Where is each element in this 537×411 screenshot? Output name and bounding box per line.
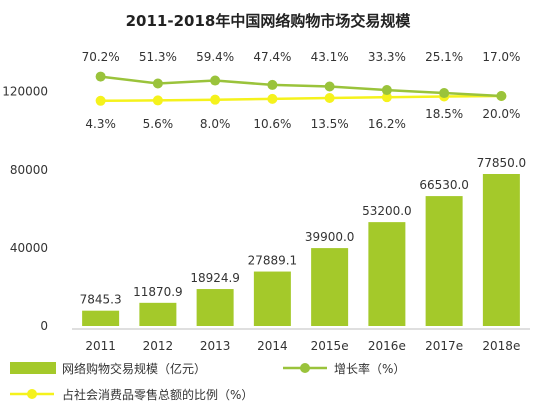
x-axis-ticks: 2011 2012 2013 2014 2015e 2016e 2017e 2018e: [85, 339, 520, 353]
bar-data-labels: 7845.3 11870.9 18924.9 27889.1 39900.0 53200.…: [80, 156, 527, 307]
bar-value-label: 27889.1: [248, 254, 298, 268]
growth-value-label: 25.1%: [425, 50, 463, 64]
bar: [139, 302, 177, 326]
growth-value-label: 59.4%: [196, 50, 234, 64]
legend: 网络购物交易规模（亿元） 增长率（%） 占社会消费品零售总额的比例（%）: [10, 361, 405, 402]
growth-point: [496, 91, 507, 101]
x-tick-label: 2015e: [311, 339, 349, 353]
legend-share-label: 占社会消费品零售总额的比例（%）: [62, 387, 253, 402]
share-point: [152, 95, 163, 106]
share-point: [324, 92, 335, 103]
y-tick-label: 0: [40, 319, 48, 333]
growth-value-label: 70.2%: [82, 50, 120, 64]
bar-value-label: 53200.0: [362, 204, 412, 218]
bar: [196, 289, 234, 326]
bar-value-label: 18924.9: [190, 271, 240, 285]
bar: [368, 222, 406, 326]
bar-value-label: 39900.0: [305, 230, 355, 244]
bar-series: [82, 173, 520, 326]
bar: [253, 271, 291, 326]
bar-value-label: 77850.0: [477, 156, 527, 170]
x-tick-label: 2016e: [368, 339, 406, 353]
bar-value-label: 66530.0: [419, 178, 469, 192]
share-value-label: 13.5%: [311, 117, 349, 131]
bar: [482, 173, 520, 326]
y-axis-ticks: 0 40000 80000 120000: [2, 85, 48, 333]
share-point: [381, 92, 392, 103]
growth-value-label: 51.3%: [139, 50, 177, 64]
legend-bar-label: 网络购物交易规模（亿元）: [62, 361, 206, 376]
share-value-label: 4.3%: [85, 117, 116, 131]
chart-title: 2011-2018年中国网络购物市场交易规模: [126, 12, 412, 30]
legend-share-marker: [27, 389, 37, 399]
share-point: [267, 93, 278, 104]
x-tick-label: 2014: [257, 339, 288, 353]
bar-value-label: 7845.3: [80, 293, 122, 307]
growth-point: [439, 88, 450, 99]
growth-point: [267, 79, 278, 90]
share-value-label: 10.6%: [253, 117, 291, 131]
share-value-label: 16.2%: [368, 117, 406, 131]
growth-value-label: 17.0%: [482, 50, 520, 64]
y-tick-label: 120000: [2, 85, 48, 99]
share-point: [210, 94, 221, 105]
growth-point: [381, 85, 392, 96]
y-tick-label: 40000: [10, 241, 48, 255]
legend-bar-swatch: [10, 362, 56, 374]
share-line: [100, 94, 502, 103]
y-tick-label: 80000: [10, 163, 48, 177]
growth-value-label: 47.4%: [253, 50, 291, 64]
line-series: 70.2% 51.3% 59.4% 47.4% 43.1% 33.3% 25.1% 17.0%…: [82, 50, 521, 131]
x-tick-label: 2012: [143, 339, 174, 353]
share-value-label: 5.6%: [143, 117, 174, 131]
share-value-label: 18.5%: [425, 107, 463, 121]
growth-point: [152, 78, 163, 89]
share-point: [95, 95, 106, 106]
x-tick-label: 2011: [85, 339, 116, 353]
bar: [425, 196, 463, 326]
share-value-label: 8.0%: [200, 117, 231, 131]
share-value-label: 20.0%: [482, 107, 520, 121]
bar: [311, 248, 349, 326]
growth-line: [100, 75, 502, 98]
legend-growth-marker: [300, 363, 310, 373]
growth-point: [95, 71, 106, 82]
growth-value-label: 43.1%: [311, 50, 349, 64]
x-tick-label: 2017e: [425, 339, 463, 353]
growth-point: [210, 75, 221, 86]
bar: [82, 310, 120, 326]
growth-point: [324, 81, 335, 92]
x-tick-label: 2018e: [482, 339, 520, 353]
bar-value-label: 11870.9: [133, 285, 183, 299]
growth-value-label: 33.3%: [368, 50, 406, 64]
x-tick-label: 2013: [200, 339, 231, 353]
legend-growth-label: 增长率（%）: [334, 361, 405, 376]
